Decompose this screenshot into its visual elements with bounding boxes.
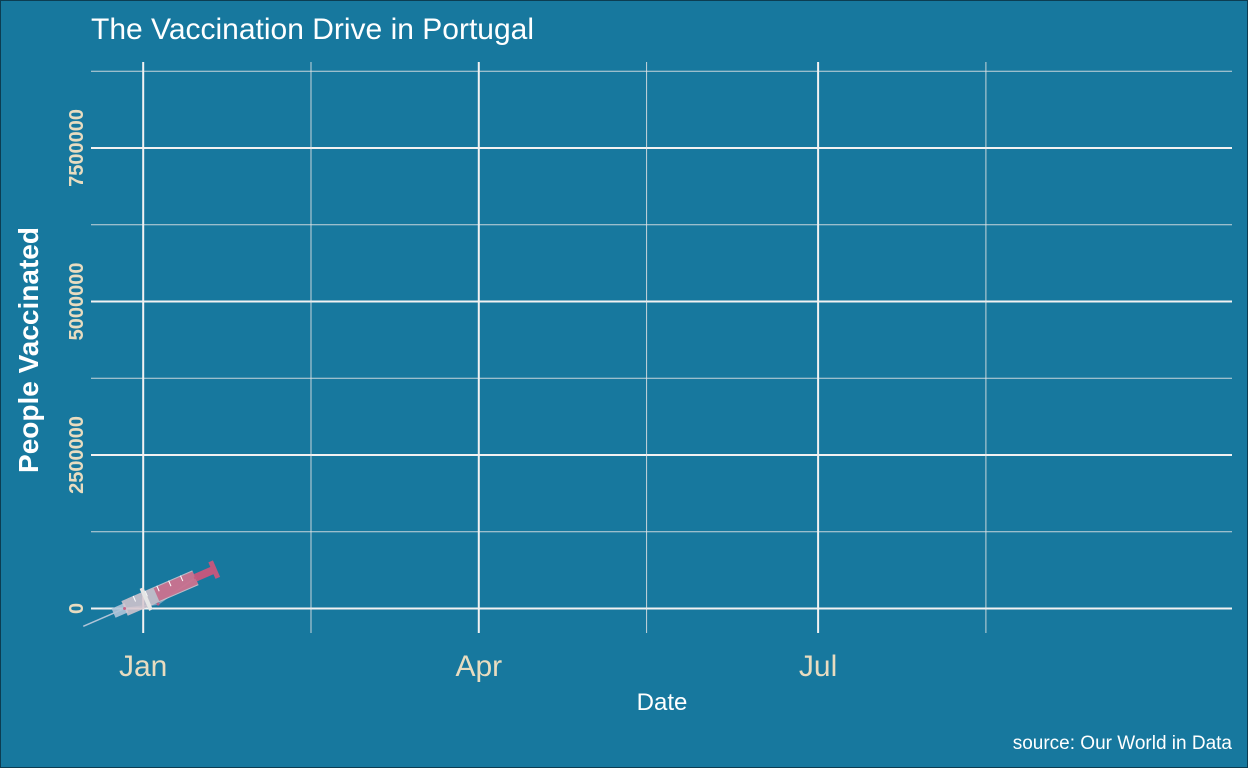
x-axis-label: Date bbox=[637, 689, 688, 716]
data-point bbox=[193, 576, 197, 580]
chart-title: The Vaccination Drive in Portugal bbox=[91, 13, 534, 46]
data-point bbox=[156, 602, 160, 606]
syringe-plunger-head bbox=[208, 560, 221, 579]
syringe-gradation bbox=[179, 575, 184, 582]
syringe-icon bbox=[82, 560, 221, 628]
syringe-gradation bbox=[132, 595, 137, 602]
ticks-layer: 0 2500000 5000000 7500000 Jan Apr Jul bbox=[66, 109, 837, 683]
chart-caption: source: Our World in Data bbox=[1013, 733, 1233, 754]
syringe-fluid bbox=[153, 571, 199, 602]
y-tick-label: 2500000 bbox=[66, 416, 88, 494]
syringe-gradation bbox=[144, 590, 148, 597]
grid-layer bbox=[91, 62, 1232, 633]
y-tick-label: 7500000 bbox=[66, 109, 88, 187]
y-tick-label: 0 bbox=[66, 603, 88, 614]
y-tick-label: 5000000 bbox=[66, 263, 88, 341]
y-axis-label: People Vaccinated bbox=[13, 227, 44, 473]
syringe-plunger bbox=[193, 565, 218, 582]
x-tick-label: Jul bbox=[799, 650, 837, 683]
x-tick-label: Jan bbox=[119, 650, 167, 683]
x-tick-label: Apr bbox=[455, 650, 502, 683]
syringe-gradation bbox=[168, 580, 172, 587]
data-point bbox=[123, 606, 127, 610]
marks-layer bbox=[82, 560, 221, 628]
syringe-flange bbox=[139, 587, 153, 611]
syringe-gradation bbox=[156, 585, 160, 592]
